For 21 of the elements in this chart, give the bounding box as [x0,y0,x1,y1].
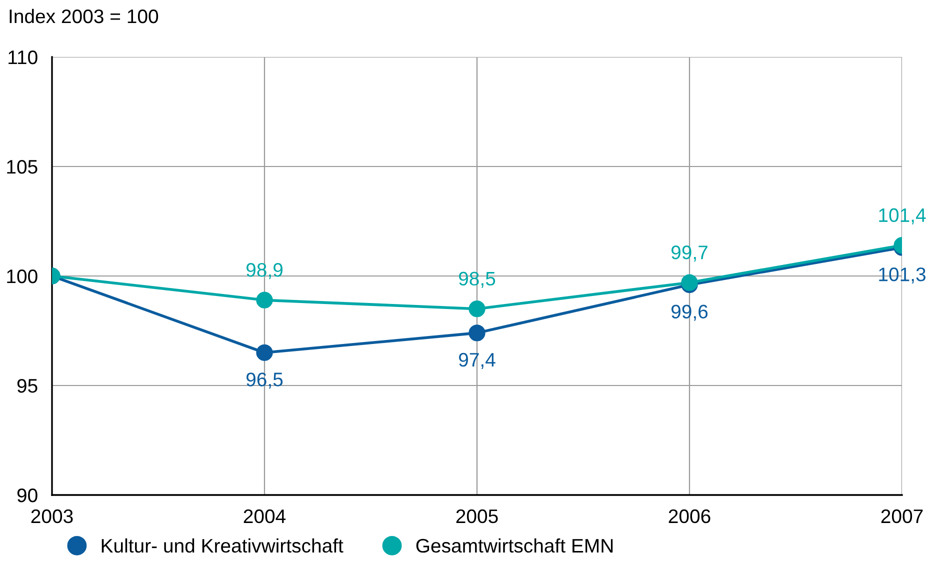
y-tick-label: 110 [8,50,38,64]
y-tick-label: 100 [7,269,38,284]
y-axis-title: Index 2003 = 100 [10,8,158,24]
data-label: 97,4 [458,352,496,369]
x-tick-label: 2004 [244,509,286,524]
y-tick-label: 95 [17,378,38,393]
y-tick-label: 105 [7,160,38,174]
data-label: 99,7 [671,246,708,262]
x-tick-label: 2007 [881,509,923,524]
data-label: 98,9 [246,263,282,280]
y-tick-label: 90 [17,488,38,502]
data-label: 101,3 [879,267,926,284]
data-label: 99,6 [671,304,708,321]
x-tick-label: 2005 [456,509,498,524]
data-label: 96,5 [246,372,283,389]
x-tick-label: 2003 [31,509,73,524]
legend-label: Gesamtwirtschaft EMN [416,538,613,553]
data-label: 101,4 [879,208,926,224]
data-label: 98,5 [458,272,496,288]
x-tick-label: 2006 [668,509,710,524]
legend-label: Kultur- und Kreativwirtschaft [102,538,344,553]
